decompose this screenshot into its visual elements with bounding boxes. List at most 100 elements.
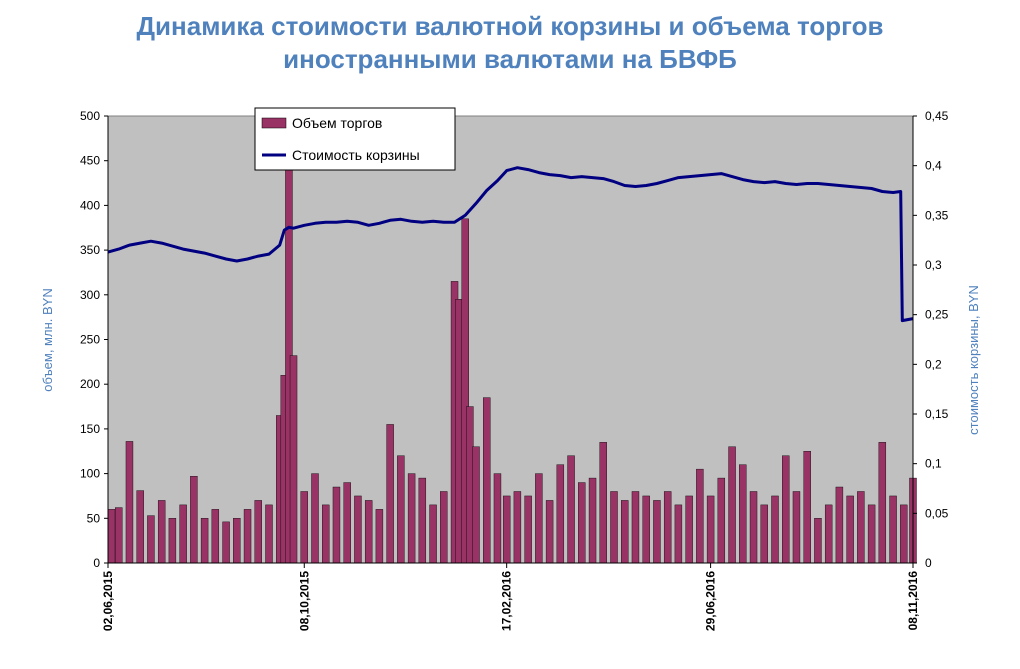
volume-bar — [322, 504, 330, 564]
volume-bar — [524, 495, 532, 564]
volume-bar — [265, 504, 273, 564]
right-tick-label: 0,25 — [925, 308, 949, 322]
volume-bar — [900, 504, 908, 564]
legend-item-volume: Объем торгов — [292, 115, 382, 131]
volume-bar — [147, 515, 155, 564]
left-tick-label: 200 — [80, 377, 100, 391]
volume-bar — [889, 495, 897, 564]
legend-box — [254, 107, 456, 171]
x-tick-label: 17,02,2016 — [500, 571, 514, 631]
volume-bar — [364, 500, 373, 564]
volume-bar — [717, 477, 726, 564]
volume-bar — [878, 442, 887, 564]
volume-bar — [803, 451, 811, 564]
volume-bar — [429, 504, 437, 564]
left-tick-label: 150 — [80, 422, 100, 436]
volume-bar — [354, 495, 362, 564]
volume-bar — [760, 504, 768, 564]
volume-bar — [696, 468, 704, 564]
plot-area — [107, 115, 914, 564]
volume-bar — [200, 518, 209, 564]
volume-bar — [136, 490, 144, 564]
volume-bar — [706, 495, 715, 564]
right-tick-label: 0 — [925, 556, 932, 570]
volume-bar — [749, 491, 758, 564]
volume-bar — [300, 491, 308, 564]
volume-bar — [631, 491, 640, 564]
volume-bar — [502, 495, 511, 564]
right-tick-label: 0,05 — [925, 506, 949, 520]
volume-bar — [211, 509, 220, 564]
legend-item-basket: Стоимость корзины — [292, 147, 420, 163]
left-tick-label: 250 — [80, 333, 100, 347]
volume-bar — [792, 491, 801, 564]
volume-bar — [556, 464, 565, 564]
chart-title: Динамика стоимости валютной корзины и об… — [0, 10, 1020, 76]
volume-bar — [397, 455, 405, 564]
left-axis: 0 50 100 150 200 250 300 350 400 450 500 — [80, 109, 109, 570]
volume-bar — [289, 355, 298, 564]
volume-bar — [663, 491, 672, 564]
legend: Объем торгов Стоимость корзины — [254, 107, 456, 171]
x-tick-label: 08,10,2015 — [297, 571, 311, 631]
volume-bar — [545, 500, 554, 564]
volume-bar — [739, 464, 747, 564]
left-tick-label: 350 — [80, 243, 100, 257]
x-axis: 02,06,2015 08,10,2015 17,02,2016 29,06,2016… — [101, 562, 920, 631]
right-tick-label: 0,2 — [925, 357, 942, 371]
volume-bar — [513, 491, 522, 564]
volume-bar — [621, 500, 629, 564]
left-tick-label: 400 — [80, 198, 100, 212]
right-axis-title: стоимость корзины, BYN — [966, 285, 981, 435]
volume-bar — [493, 473, 502, 564]
volume-bar — [243, 509, 252, 564]
chart-title-line2: иностранными валютами на БВФБ — [283, 44, 737, 74]
volume-bar — [835, 486, 844, 564]
volume-bar — [610, 491, 618, 564]
basket-line-layer — [107, 166, 914, 323]
left-tick-label: 100 — [80, 467, 100, 481]
volume-bar — [771, 495, 779, 564]
volume-bar — [222, 521, 230, 564]
volume-bar — [190, 476, 198, 564]
volume-bar — [440, 491, 448, 564]
volume-bar — [642, 495, 650, 564]
volume-bar — [814, 518, 822, 564]
volume-bar — [867, 504, 876, 564]
volume-bar — [332, 486, 341, 564]
volume-bar — [157, 500, 166, 564]
right-tick-label: 0,15 — [925, 407, 949, 421]
volume-bar — [472, 446, 480, 564]
volume-bar — [233, 518, 241, 564]
volume-bar — [588, 477, 597, 564]
volume-bar — [846, 495, 854, 564]
right-tick-label: 0,1 — [925, 457, 942, 471]
volume-bar — [674, 504, 683, 564]
right-tick-label: 0,3 — [925, 258, 942, 272]
right-tick-label: 0,35 — [925, 208, 949, 222]
volume-bar — [567, 455, 575, 564]
volume-bar — [824, 504, 833, 564]
volume-bar — [599, 442, 607, 564]
x-tick-label: 02,06,2015 — [101, 571, 115, 631]
volume-bar — [311, 473, 319, 564]
volume-bar — [115, 507, 123, 564]
volume-bar — [728, 446, 736, 564]
volume-bar — [107, 509, 116, 564]
volume-bar — [483, 397, 491, 564]
left-tick-label: 0 — [93, 556, 100, 570]
volume-bar — [386, 424, 394, 564]
volume-bar — [375, 509, 384, 564]
basket-cost-line — [107, 166, 914, 323]
volume-bar — [125, 441, 134, 564]
volume-bar — [685, 495, 693, 564]
volume-bar — [535, 473, 543, 564]
right-tick-label: 0,45 — [925, 109, 949, 123]
volume-bar — [179, 504, 187, 564]
legend-bar-swatch — [261, 117, 287, 129]
volume-bar — [168, 518, 177, 564]
x-tick-label: 08,11,2016 — [906, 571, 920, 631]
volume-bar — [407, 473, 416, 564]
x-tick-label: 29,06,2016 — [704, 571, 718, 631]
right-tick-label: 0,4 — [925, 159, 942, 173]
